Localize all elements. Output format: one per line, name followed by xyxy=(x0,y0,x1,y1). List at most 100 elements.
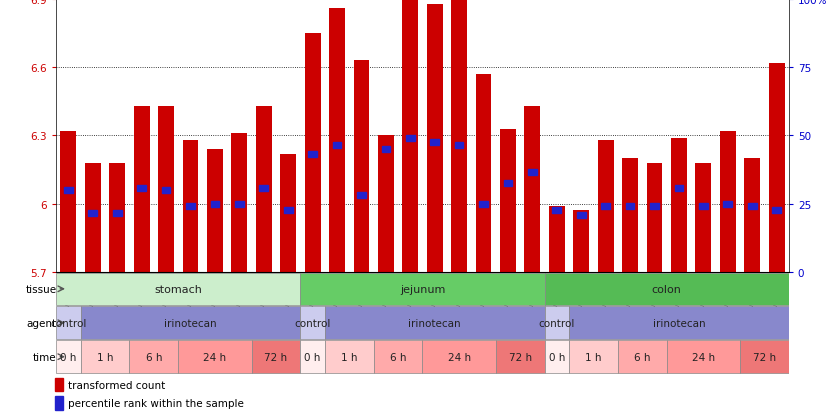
Bar xyxy=(748,203,757,209)
Bar xyxy=(55,396,63,410)
Bar xyxy=(671,138,687,272)
Bar xyxy=(284,208,292,214)
Bar xyxy=(451,0,467,272)
Bar xyxy=(622,159,638,272)
Bar xyxy=(544,307,569,339)
Bar xyxy=(427,5,443,272)
Bar xyxy=(650,203,659,209)
Text: 0 h: 0 h xyxy=(60,352,77,362)
Bar xyxy=(719,132,736,272)
Bar xyxy=(81,307,301,339)
Bar xyxy=(500,129,516,272)
Bar xyxy=(231,134,247,272)
Bar xyxy=(382,147,390,153)
Bar xyxy=(56,341,81,373)
Bar xyxy=(569,307,789,339)
Bar xyxy=(235,201,244,207)
Text: 6 h: 6 h xyxy=(390,352,406,362)
Bar xyxy=(740,341,789,373)
Bar xyxy=(56,307,81,339)
Bar xyxy=(109,163,126,272)
Bar xyxy=(183,140,198,272)
Text: control: control xyxy=(539,318,575,328)
Bar xyxy=(357,192,366,198)
Bar xyxy=(333,142,341,148)
Bar xyxy=(113,210,121,216)
Text: 24 h: 24 h xyxy=(448,352,471,362)
Bar xyxy=(55,377,63,392)
Bar xyxy=(549,206,565,272)
Bar xyxy=(626,203,634,209)
Text: 72 h: 72 h xyxy=(509,352,532,362)
Bar xyxy=(60,132,76,272)
Text: 1 h: 1 h xyxy=(97,352,113,362)
Bar xyxy=(373,341,422,373)
Bar xyxy=(325,307,544,339)
Bar xyxy=(162,188,170,194)
Bar xyxy=(259,185,268,191)
Text: stomach: stomach xyxy=(154,284,202,294)
Bar xyxy=(422,341,496,373)
Bar xyxy=(553,208,561,214)
Bar xyxy=(577,212,586,218)
Bar xyxy=(354,61,369,272)
Text: agent: agent xyxy=(26,318,57,328)
Text: 6 h: 6 h xyxy=(145,352,162,362)
Bar xyxy=(211,201,219,207)
Bar xyxy=(85,163,101,272)
Text: irinotecan: irinotecan xyxy=(408,318,461,328)
Bar xyxy=(618,341,667,373)
Bar xyxy=(134,107,150,272)
Bar xyxy=(476,75,491,272)
Bar xyxy=(252,341,301,373)
Bar xyxy=(598,140,614,272)
Bar xyxy=(81,341,130,373)
Bar xyxy=(569,341,618,373)
Text: 72 h: 72 h xyxy=(264,352,287,362)
Bar xyxy=(186,203,195,209)
Text: time: time xyxy=(33,352,57,362)
Text: 72 h: 72 h xyxy=(752,352,776,362)
Text: irinotecan: irinotecan xyxy=(653,318,705,328)
Bar xyxy=(207,150,223,272)
Bar xyxy=(695,163,711,272)
Bar xyxy=(496,341,544,373)
Bar xyxy=(647,163,662,272)
Bar xyxy=(675,185,683,191)
Bar xyxy=(573,211,589,272)
Text: 24 h: 24 h xyxy=(692,352,715,362)
Text: 1 h: 1 h xyxy=(341,352,358,362)
Text: percentile rank within the sample: percentile rank within the sample xyxy=(68,398,244,408)
Bar xyxy=(329,9,345,272)
Text: jejunum: jejunum xyxy=(400,284,445,294)
Bar xyxy=(430,140,439,146)
Text: control: control xyxy=(294,318,330,328)
Bar xyxy=(544,273,789,305)
Bar xyxy=(178,341,252,373)
Bar xyxy=(56,273,301,305)
Bar xyxy=(301,341,325,373)
Bar xyxy=(402,0,418,272)
Bar xyxy=(699,203,708,209)
Bar xyxy=(308,151,317,157)
Bar xyxy=(772,208,781,214)
Bar xyxy=(544,341,569,373)
Bar xyxy=(158,107,174,272)
Bar xyxy=(137,185,146,191)
Bar xyxy=(769,64,785,272)
Bar xyxy=(455,142,463,148)
Text: transformed count: transformed count xyxy=(68,380,165,390)
Bar xyxy=(378,136,394,272)
Text: 6 h: 6 h xyxy=(634,352,651,362)
Text: 1 h: 1 h xyxy=(585,352,601,362)
Bar xyxy=(601,203,610,209)
Bar xyxy=(325,341,373,373)
Bar xyxy=(301,273,544,305)
Bar xyxy=(305,34,320,272)
Bar xyxy=(504,181,512,187)
Bar xyxy=(479,201,488,207)
Text: colon: colon xyxy=(652,284,681,294)
Bar xyxy=(64,188,73,194)
Bar xyxy=(724,201,732,207)
Bar xyxy=(406,135,415,141)
